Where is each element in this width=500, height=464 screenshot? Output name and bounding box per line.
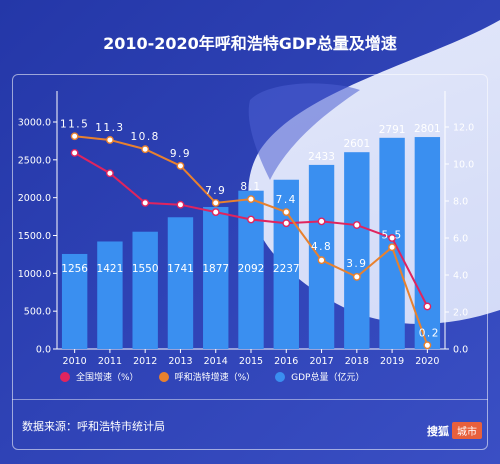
national-growth-point bbox=[388, 234, 396, 242]
y-right-tick-label: 0.0 bbox=[453, 345, 468, 356]
gdp-bar-label: 1421 bbox=[97, 263, 124, 275]
gdp-bar bbox=[203, 206, 229, 349]
y-right-tick-label: 8.0 bbox=[453, 197, 468, 208]
hohhot-growth-point bbox=[70, 132, 79, 141]
brand-name: 搜狐 bbox=[427, 424, 449, 438]
x-tick-label: 2012 bbox=[133, 356, 157, 367]
national-growth-point bbox=[423, 302, 432, 311]
y-right-tick-label: 10.0 bbox=[453, 160, 474, 171]
gdp-bar-label: 2237 bbox=[273, 263, 300, 275]
hohhot-growth-point bbox=[388, 243, 396, 252]
hohhot-growth-point bbox=[317, 256, 326, 265]
x-tick-label: 2014 bbox=[204, 356, 228, 367]
y-left-tick-label: 1000.0 bbox=[18, 269, 51, 280]
brand-logo: 搜狐 城市 bbox=[427, 422, 482, 439]
hohhot-growth-point bbox=[352, 272, 361, 281]
brand-tag: 城市 bbox=[452, 422, 482, 439]
hohhot-growth-point bbox=[141, 145, 150, 154]
gdp-bar bbox=[97, 241, 123, 349]
hohhot-growth-point bbox=[176, 161, 185, 170]
hohhot-growth-label: 4.8 bbox=[311, 241, 332, 253]
hohhot-growth-label: 3.9 bbox=[346, 258, 367, 270]
national-growth-point bbox=[70, 148, 79, 157]
chart-title: 2010-2020年呼和浩特GDP总量及增速 bbox=[103, 34, 397, 53]
hohhot-growth-label: 7.9 bbox=[205, 185, 226, 197]
hohhot-growth-label: 7.4 bbox=[276, 194, 297, 206]
national-growth-point bbox=[176, 200, 185, 209]
gdp-bar-label: 2601 bbox=[343, 138, 370, 150]
y-right-tick-label: 6.0 bbox=[453, 234, 468, 245]
source-note: 数据来源：呼和浩特市统计局 bbox=[22, 420, 165, 433]
gdp-bar-label: 1256 bbox=[61, 263, 88, 275]
gdp-bar-label: 1741 bbox=[167, 263, 194, 275]
x-tick-label: 2019 bbox=[380, 356, 404, 367]
hohhot-growth-label: 11.5 bbox=[60, 118, 89, 130]
y-left-tick-label: 2500.0 bbox=[18, 155, 51, 166]
y-left-tick-label: 1500.0 bbox=[18, 231, 51, 242]
legend-label: 全国增速（%） bbox=[76, 373, 139, 383]
gdp-bar-label: 2092 bbox=[238, 263, 265, 275]
national-growth-point bbox=[247, 215, 255, 224]
x-tick-label: 2010 bbox=[63, 356, 87, 367]
y-right-tick-label: 4.0 bbox=[453, 271, 468, 282]
hohhot-growth-point bbox=[247, 195, 255, 204]
legend-item: GDP总量（亿元） bbox=[275, 370, 364, 383]
y-right-tick-label: 2.0 bbox=[453, 308, 468, 319]
legend: 全国增速（%） 呼和浩特增速（%） GDP总量（亿元） bbox=[60, 370, 364, 383]
gdp-bar-label: 2433 bbox=[308, 151, 335, 163]
hohhot-growth-point bbox=[106, 136, 114, 144]
legend-label: 呼和浩特增速（%） bbox=[174, 373, 256, 383]
divider bbox=[12, 399, 488, 400]
x-tick-label: 2016 bbox=[274, 356, 298, 367]
x-tick-label: 2015 bbox=[239, 356, 263, 367]
x-tick-label: 2017 bbox=[309, 356, 333, 367]
national-growth-point bbox=[106, 169, 114, 178]
y-left-tick-label: 2000.0 bbox=[18, 193, 51, 204]
gdp-bar-label: 1550 bbox=[132, 263, 159, 275]
hohhot-growth-label: 11.3 bbox=[95, 122, 124, 134]
legend-label: GDP总量（亿元） bbox=[291, 373, 365, 383]
national-growth-point bbox=[352, 221, 361, 229]
national-growth-point bbox=[141, 198, 150, 207]
y-left-tick-label: 500.0 bbox=[24, 307, 51, 318]
x-tick-label: 2013 bbox=[168, 356, 192, 367]
hohhot-growth-label: 10.8 bbox=[130, 131, 159, 143]
x-tick-label: 2020 bbox=[415, 356, 439, 367]
y-right-tick-label: 12.0 bbox=[453, 123, 474, 134]
gdp-bar bbox=[344, 152, 370, 349]
hohhot-growth-label: 5.5 bbox=[381, 229, 402, 241]
national-growth-point bbox=[282, 219, 291, 228]
gdp-bar-label: 2801 bbox=[414, 123, 441, 135]
x-tick-label: 2018 bbox=[345, 356, 369, 367]
hohhot-growth-point bbox=[423, 341, 432, 350]
gdp-bar bbox=[132, 231, 158, 349]
legend-item: 全国增速（%） bbox=[60, 370, 139, 383]
y-left-tick-label: 0.0 bbox=[36, 345, 51, 356]
hohhot-growth-label: 0.2 bbox=[419, 327, 440, 339]
legend-swatch bbox=[60, 371, 70, 382]
legend-item: 呼和浩特增速（%） bbox=[158, 370, 256, 383]
hohhot-growth-point bbox=[211, 198, 220, 207]
legend-swatch bbox=[158, 371, 169, 382]
legend-swatch bbox=[275, 371, 286, 382]
hohhot-growth-point bbox=[282, 208, 291, 217]
gdp-bar bbox=[167, 217, 194, 349]
national-growth-point bbox=[211, 208, 220, 217]
gdp-bar bbox=[61, 253, 88, 349]
y-left-tick-label: 3000.0 bbox=[18, 118, 51, 129]
hohhot-growth-label: 9.9 bbox=[170, 148, 191, 160]
hohhot-growth-label: 8.1 bbox=[240, 181, 261, 193]
x-tick-label: 2011 bbox=[98, 356, 122, 367]
national-growth-point bbox=[317, 217, 326, 226]
gdp-bar bbox=[414, 137, 441, 349]
chart-panel bbox=[12, 74, 488, 450]
gdp-bar-label: 2791 bbox=[379, 124, 406, 136]
gdp-bar-label: 1877 bbox=[202, 263, 229, 275]
